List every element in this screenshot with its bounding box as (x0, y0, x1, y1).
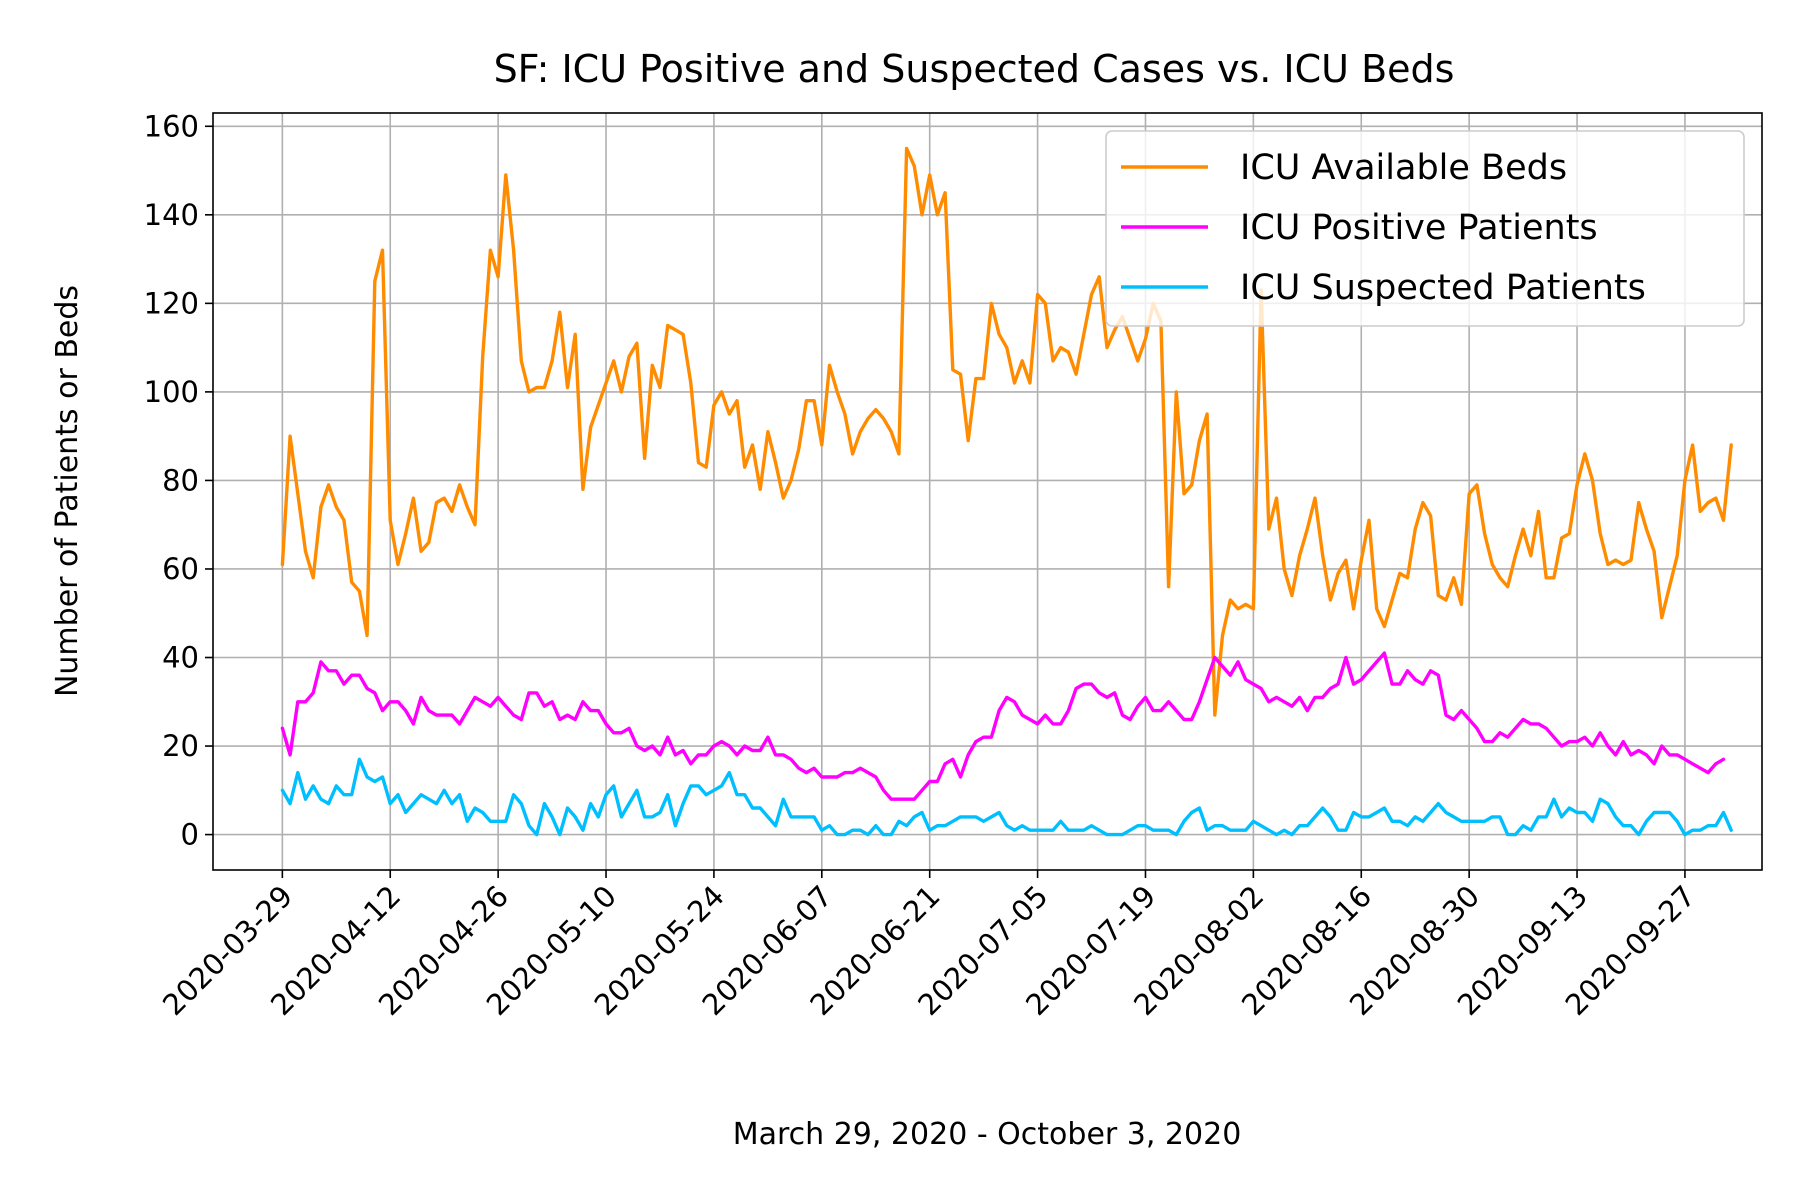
x-axis-title: March 29, 2020 - October 3, 2020 (733, 1117, 1242, 1152)
y-tick-label: 20 (162, 729, 199, 763)
y-tick-label: 140 (144, 198, 199, 232)
series-line-2 (280, 757, 1733, 837)
legend-label: ICU Available Beds (1240, 148, 1567, 188)
y-tick-label: 80 (162, 463, 199, 497)
series-lines (280, 146, 1733, 837)
series-line-0 (280, 146, 1733, 717)
y-tick-label: 100 (144, 375, 199, 409)
legend-label: ICU Positive Patients (1240, 208, 1598, 248)
series-line-1 (280, 651, 1726, 801)
plot-area-frame (212, 112, 1763, 871)
y-tick-label: 40 (162, 641, 199, 675)
y-tick-label: 120 (144, 286, 199, 320)
y-tick-label: 0 (181, 818, 199, 852)
y-axis: 0 20 40 60 80 100 120 140 160 (144, 109, 213, 852)
legend: ICU Available Beds ICU Positive Patients I… (1105, 130, 1745, 327)
legend-label: ICU Suspected Patients (1240, 268, 1646, 308)
y-axis-title: Number of Patients or Beds (50, 285, 85, 697)
y-tick-label: 60 (162, 552, 199, 586)
y-tick-label: 160 (144, 109, 199, 143)
chart-title: SF: ICU Positive and Suspected Cases vs.… (494, 47, 1455, 91)
legend-box (1105, 130, 1745, 327)
